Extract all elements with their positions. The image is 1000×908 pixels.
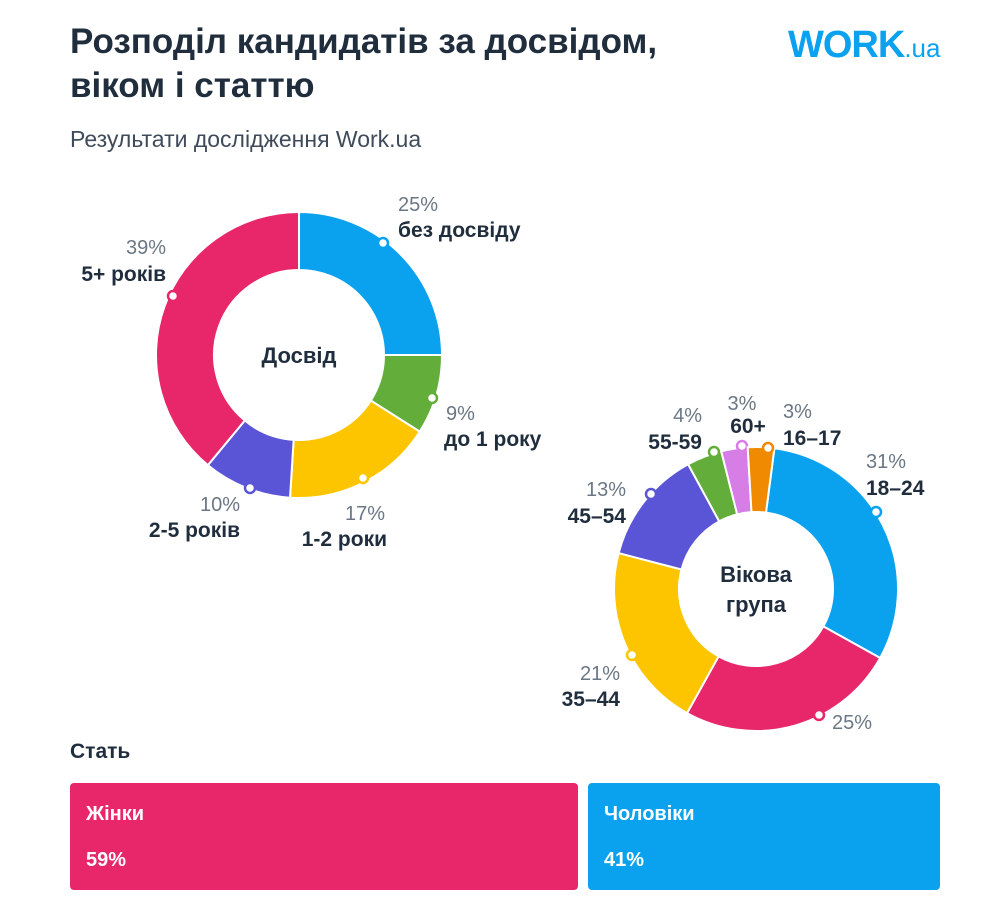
slice-category-label: 45–54 xyxy=(568,505,627,528)
slice-value-label: 21% xyxy=(580,663,620,685)
slice-value-label: 25% xyxy=(398,194,438,216)
donut-slice xyxy=(746,446,776,514)
bar-value-label: 59% xyxy=(86,849,127,871)
logo-main: WORK xyxy=(788,24,905,66)
slice-category-label: 2-5 років xyxy=(149,519,240,542)
workua-logo: WORK.ua xyxy=(788,24,940,67)
donut-center-label: група xyxy=(726,592,787,617)
slice-value-label: 25% xyxy=(832,712,872,734)
gender-bar-female: Жінки 59% xyxy=(70,783,578,890)
slice-marker-dot xyxy=(166,289,180,303)
slice-category-label: без досвіду xyxy=(398,219,521,242)
donut-slice xyxy=(298,210,444,356)
slice-value-label: 3% xyxy=(783,401,812,423)
chart-title: Розподіл кандидатів за досвідом, віком і… xyxy=(70,22,658,105)
slice-category-label: 55-59 xyxy=(648,431,702,454)
slice-value-label: 39% xyxy=(126,237,166,259)
slice-value-label: 13% xyxy=(586,479,626,501)
slice-marker-dot xyxy=(735,439,749,453)
donut-center-label: Вікова xyxy=(720,562,792,587)
slice-value-label: 3% xyxy=(728,393,757,415)
slice-marker-dot xyxy=(376,236,390,250)
slice-marker-dot xyxy=(707,445,721,459)
slice-marker-dot xyxy=(812,708,826,722)
slice-value-label: 9% xyxy=(446,403,475,425)
slice-category-label: 18–24 xyxy=(866,477,925,500)
bar-value-label: 41% xyxy=(604,849,645,871)
slice-value-label: 4% xyxy=(673,405,702,427)
slice-category-label: 16–17 xyxy=(783,427,841,450)
bar-category-label: Чоловіки xyxy=(604,803,695,825)
slice-marker-dot xyxy=(869,505,883,519)
slice-value-label: 17% xyxy=(345,503,385,525)
slice-marker-dot xyxy=(425,391,439,405)
slice-category-label: 35–44 xyxy=(562,688,621,711)
donut-slice xyxy=(685,625,882,732)
slice-category-label: до 1 року xyxy=(444,428,542,451)
donut-slice xyxy=(155,210,300,467)
slice-value-label: 10% xyxy=(200,494,240,516)
slice-category-label: 5+ років xyxy=(81,263,166,286)
slice-marker-dot xyxy=(761,441,775,455)
donut-charts: 25% без досвіду 9% до 1 року 17% 1-2 роки 10% 2… xyxy=(81,194,925,740)
slice-marker-dot xyxy=(356,471,370,485)
slice-marker-dot xyxy=(243,481,257,495)
chart-subtitle: Результати дослідження Work.ua xyxy=(70,126,422,152)
slice-value-label: 31% xyxy=(866,451,906,473)
gender-bar-male: Чоловіки 41% xyxy=(588,783,940,890)
donut-slice xyxy=(764,447,899,660)
slice-category-label: 1-2 роки xyxy=(302,528,387,551)
donut-center-label: Досвід xyxy=(262,343,337,368)
slice-marker-dot xyxy=(644,487,658,501)
slice-category-label: 25–34 xyxy=(832,738,891,740)
slice-category-label: 60+ xyxy=(730,415,766,438)
logo-suffix: .ua xyxy=(904,33,941,63)
gender-section-title: Стать xyxy=(70,740,131,763)
donut-slice xyxy=(613,551,720,715)
bar-category-label: Жінки xyxy=(86,803,145,825)
slice-marker-dot xyxy=(625,648,639,662)
